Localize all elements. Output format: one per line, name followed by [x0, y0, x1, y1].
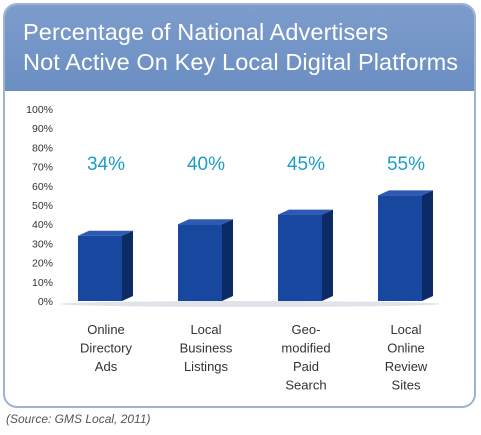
- bar-top: [378, 190, 433, 196]
- category-label-line: modified: [281, 341, 330, 356]
- y-tick-label: 100%: [26, 104, 53, 116]
- data-label: 55%: [387, 154, 425, 175]
- category-label-line: Online: [387, 341, 425, 356]
- chart-title-line-1: Percentage of National Advertisers: [23, 19, 389, 45]
- category-label-line: Review: [385, 359, 428, 374]
- bar: [78, 235, 122, 301]
- category-label-line: Online: [87, 322, 125, 337]
- category-label-line: Business: [180, 341, 233, 356]
- source-note: (Source: GMS Local, 2011): [6, 412, 151, 426]
- bar-top: [78, 230, 133, 236]
- category-label: Online Directory Ads: [80, 322, 133, 374]
- chart-header: Percentage of National Advertisers Not A…: [5, 5, 474, 91]
- category-label-line: Paid: [293, 359, 319, 374]
- bar: [178, 224, 222, 301]
- chart-title-line-2: Not Active On Key Local Digital Platform…: [23, 49, 459, 75]
- chart-title: Percentage of National Advertisers Not A…: [23, 17, 458, 77]
- bar-top: [278, 209, 333, 215]
- y-tick-label: 50%: [32, 200, 53, 212]
- category-label-line: Local: [190, 322, 221, 337]
- y-tick-label: 90%: [32, 123, 53, 135]
- bar-side: [122, 230, 133, 301]
- category-label-line: Geo-: [292, 322, 321, 337]
- data-label: 45%: [287, 154, 325, 175]
- category-label: Local Online Review Sites: [385, 322, 428, 393]
- category-label-line: Local: [390, 322, 421, 337]
- y-tick-label: 0%: [38, 296, 53, 308]
- data-label: 40%: [187, 154, 225, 175]
- data-label: 34%: [87, 154, 125, 175]
- category-label: Geo-modified Paid Search: [281, 322, 330, 393]
- y-tick-label: 60%: [32, 181, 53, 193]
- bar-top: [178, 219, 233, 225]
- category-label-line: Search: [285, 378, 326, 393]
- category-label-line: Listings: [184, 359, 229, 374]
- category-label-line: Sites: [392, 378, 421, 393]
- y-tick-label: 20%: [32, 258, 53, 270]
- y-tick-label: 10%: [32, 277, 53, 289]
- chart-floor: [60, 301, 440, 307]
- category-label-line: Directory: [80, 341, 133, 356]
- y-tick-label: 80%: [32, 142, 53, 154]
- bar-side: [422, 190, 433, 301]
- y-tick-label: 70%: [32, 162, 53, 174]
- bar: [278, 214, 322, 301]
- y-tick-label: 40%: [32, 219, 53, 231]
- bar-chart: 0% 10% 20% 30% 40% 50% 60% 70% 80% 90% 100% 34% Onli…: [26, 104, 440, 393]
- bar-side: [322, 209, 333, 301]
- bar-side: [222, 219, 233, 301]
- bar: [378, 195, 422, 301]
- y-tick-label: 30%: [32, 238, 53, 250]
- category-label: Local Business Listings: [180, 322, 233, 374]
- category-label-line: Ads: [95, 359, 118, 374]
